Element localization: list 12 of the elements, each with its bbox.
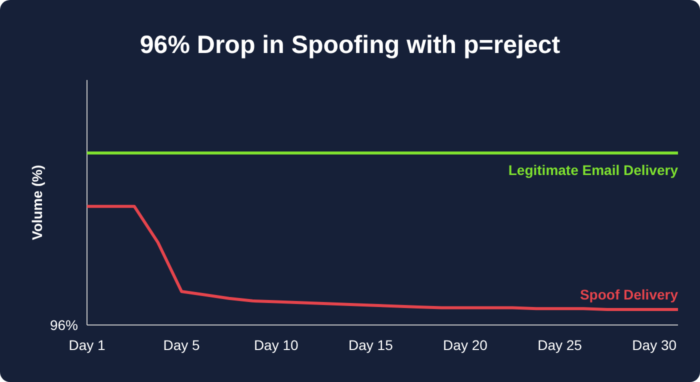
text: 96% bbox=[50, 317, 78, 333]
series-label: Spoof Delivery bbox=[580, 286, 678, 303]
chart-title: 96% Drop in Spoofing with p=reject bbox=[140, 31, 561, 59]
x-tick-label: Day 5 bbox=[163, 337, 200, 353]
y-axis-title: Volume (%) bbox=[29, 164, 45, 240]
x-tick-label: Day 20 bbox=[443, 337, 488, 353]
x-tick-label: Day 30 bbox=[632, 337, 677, 353]
series-label: Legitimate Email Delivery bbox=[508, 162, 678, 178]
x-tick-label: Day 1 bbox=[68, 337, 106, 353]
x-tick-label: Day 25 bbox=[538, 337, 582, 353]
x-tick-label: Day 10 bbox=[254, 337, 299, 353]
x-tick-label: Day 15 bbox=[348, 337, 394, 353]
